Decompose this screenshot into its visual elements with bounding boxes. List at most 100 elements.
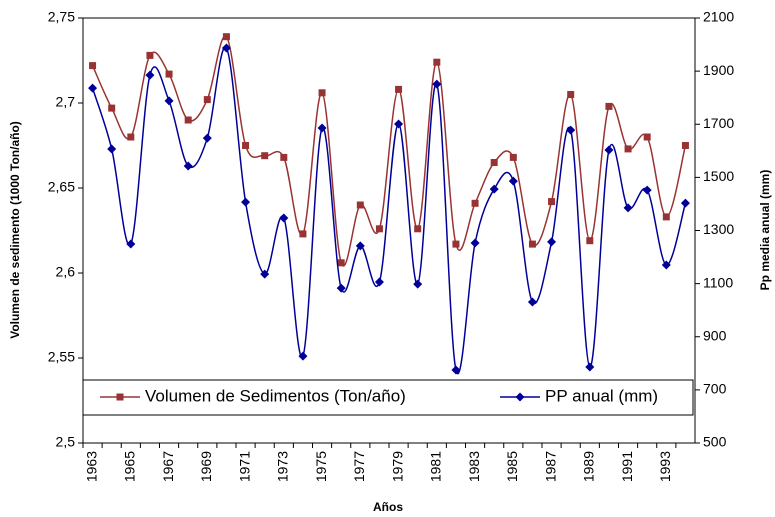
- y2-tick-label: 2100: [703, 9, 734, 25]
- x-tick-label: 1975: [313, 451, 329, 482]
- data-point: [642, 185, 652, 195]
- data-point: [643, 133, 651, 141]
- data-point: [145, 70, 155, 80]
- data-point: [107, 144, 117, 154]
- x-tick-label: 1993: [657, 451, 673, 482]
- data-point: [471, 199, 479, 207]
- y-tick-label: 2,7: [56, 94, 76, 110]
- series-line: [91, 35, 687, 267]
- y2-axis-label: Pp media anual (mm): [758, 170, 772, 291]
- data-point: [604, 145, 614, 155]
- data-point: [260, 269, 270, 279]
- data-point: [661, 260, 671, 270]
- data-point: [681, 142, 689, 149]
- data-point: [489, 184, 499, 194]
- y2-tick-label: 1300: [703, 221, 734, 237]
- data-point: [586, 237, 594, 245]
- x-tick-label: 1965: [122, 451, 138, 482]
- data-point: [202, 133, 212, 143]
- data-point: [279, 213, 289, 223]
- data-point: [242, 142, 250, 149]
- data-point: [165, 70, 173, 78]
- data-point: [470, 238, 480, 248]
- plot-area: [82, 17, 696, 444]
- data-point: [126, 239, 136, 249]
- data-point: [89, 62, 97, 70]
- data-point: [547, 237, 557, 247]
- data-point: [164, 96, 174, 106]
- data-point: [414, 225, 422, 233]
- y2-tick-label: 900: [703, 327, 727, 343]
- data-point: [374, 277, 384, 287]
- data-point: [127, 133, 135, 141]
- data-point: [299, 230, 307, 238]
- data-point: [508, 176, 518, 186]
- data-point: [221, 43, 231, 53]
- data-point: [280, 153, 288, 161]
- x-tick-label: 1977: [351, 451, 367, 482]
- x-tick-label: 1991: [619, 451, 635, 482]
- y-tick-label: 2,75: [48, 9, 75, 25]
- data-point: [451, 365, 461, 375]
- data-point: [432, 79, 442, 89]
- y2-tick-label: 700: [703, 381, 727, 397]
- x-tick-label: 1981: [428, 451, 444, 482]
- data-point: [241, 197, 251, 207]
- data-point: [146, 51, 154, 59]
- data-point: [317, 123, 327, 133]
- x-tick-label: 1969: [198, 451, 214, 482]
- data-point: [184, 116, 192, 124]
- legend-marker: [116, 393, 124, 401]
- y-axis-label: Volumen de sedimento (1000 Ton/año): [8, 121, 22, 339]
- x-tick-label: 1967: [160, 451, 176, 482]
- y2-tick-label: 500: [703, 434, 727, 450]
- x-tick-label: 1971: [236, 451, 252, 482]
- y-tick-label: 2,6: [56, 264, 76, 280]
- data-point: [662, 213, 670, 221]
- data-point: [88, 83, 98, 93]
- legend-marker: [515, 392, 525, 402]
- data-point: [413, 279, 423, 289]
- data-point: [183, 161, 193, 171]
- legend-label: PP anual (mm): [545, 386, 658, 405]
- data-point: [605, 102, 613, 110]
- data-point: [452, 240, 460, 248]
- data-point: [528, 240, 536, 248]
- data-point: [355, 241, 365, 251]
- data-point: [548, 198, 556, 206]
- x-axis-label: Años: [373, 500, 403, 514]
- data-point: [567, 91, 575, 98]
- data-point: [527, 297, 537, 307]
- data-point: [623, 203, 633, 213]
- x-tick-label: 1973: [275, 451, 291, 482]
- x-tick-label: 1989: [581, 451, 597, 482]
- data-point: [433, 58, 441, 66]
- legend-box: [82, 379, 694, 416]
- x-tick-label: 1985: [504, 451, 520, 482]
- data-point: [394, 119, 404, 129]
- x-tick-label: 1983: [466, 451, 482, 482]
- data-point: [108, 104, 116, 112]
- data-point: [585, 362, 595, 372]
- data-point: [680, 198, 690, 208]
- data-point: [318, 89, 326, 97]
- x-tick-label: 1963: [83, 451, 99, 482]
- data-point: [490, 159, 498, 166]
- data-point: [337, 259, 345, 267]
- y-tick-label: 2,5: [56, 434, 76, 450]
- data-point: [336, 283, 346, 293]
- data-point: [203, 96, 211, 104]
- data-point: [509, 153, 517, 161]
- y2-tick-label: 1700: [703, 115, 734, 131]
- data-point: [356, 201, 364, 209]
- y2-tick-label: 1500: [703, 168, 734, 184]
- data-point: [395, 85, 403, 93]
- y-tick-label: 2,55: [48, 349, 75, 365]
- data-point: [566, 125, 576, 135]
- data-point: [222, 33, 230, 41]
- x-tick-label: 1979: [389, 451, 405, 482]
- legend-label: Volumen de Sedimentos (Ton/año): [145, 386, 406, 405]
- y-tick-label: 2,65: [48, 179, 75, 195]
- data-point: [624, 145, 632, 153]
